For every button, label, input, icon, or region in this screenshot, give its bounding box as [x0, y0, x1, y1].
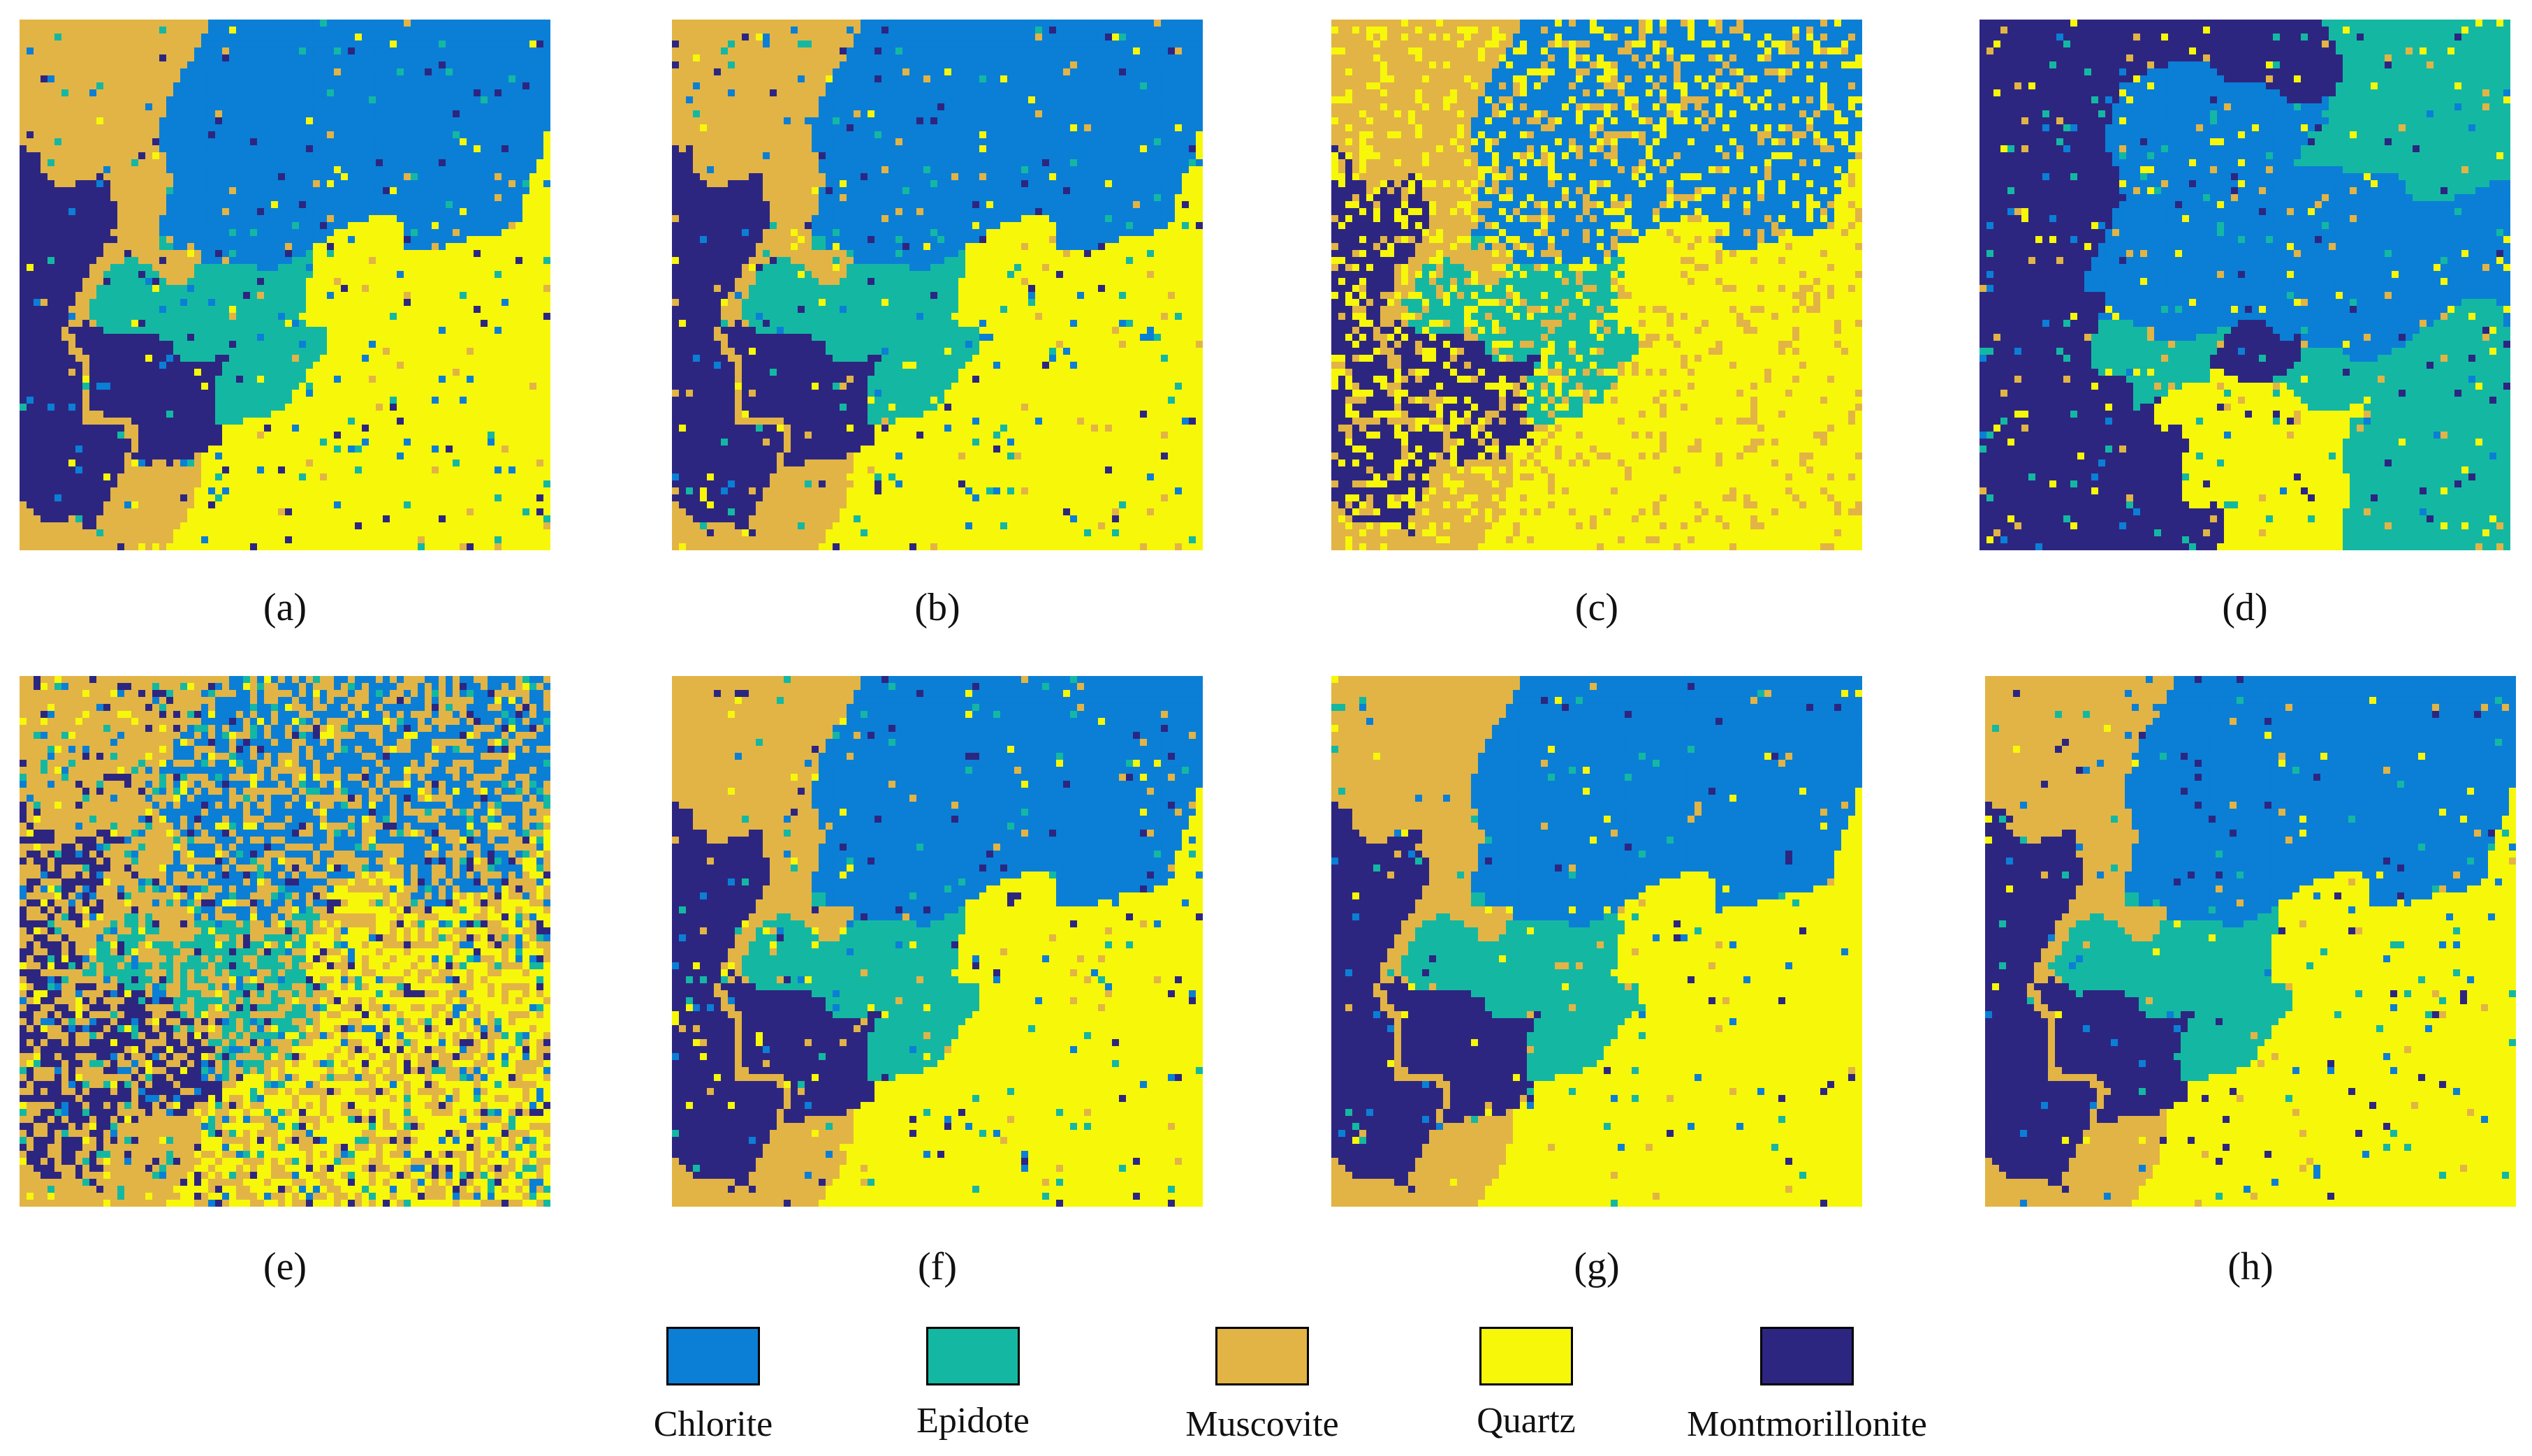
- legend-swatch-muscovite: [1215, 1327, 1309, 1385]
- legend-swatch-epidote: [926, 1327, 1020, 1385]
- abundance-map-g: [1331, 676, 1862, 1207]
- abundance-map-a: [20, 20, 550, 550]
- panel-caption-b: (b): [672, 585, 1203, 630]
- abundance-map-d: [1980, 20, 2510, 550]
- abundance-map-b: [672, 20, 1203, 550]
- abundance-map-f: [672, 676, 1203, 1207]
- panel-caption-h: (h): [1985, 1244, 2516, 1289]
- panel-caption-g: (g): [1331, 1244, 1862, 1289]
- legend-label-montmorillonite: Montmorillonite: [1660, 1404, 1954, 1446]
- legend-label-chlorite: Chlorite: [566, 1404, 860, 1446]
- panel-caption-a: (a): [20, 585, 550, 630]
- panel-caption-e: (e): [20, 1244, 550, 1289]
- abundance-map-h: [1985, 676, 2516, 1207]
- abundance-map-c: [1331, 20, 1862, 550]
- legend-label-epidote: Epidote: [826, 1400, 1120, 1442]
- legend-swatch-quartz: [1479, 1327, 1573, 1385]
- panel-caption-c: (c): [1331, 585, 1862, 630]
- abundance-map-e: [20, 676, 550, 1207]
- panel-caption-d: (d): [1980, 585, 2510, 630]
- legend-swatch-montmorillonite: [1760, 1327, 1854, 1385]
- legend-label-muscovite: Muscovite: [1115, 1404, 1409, 1446]
- legend-swatch-chlorite: [666, 1327, 760, 1385]
- legend-label-quartz: Quartz: [1380, 1400, 1673, 1442]
- panel-caption-f: (f): [672, 1244, 1203, 1289]
